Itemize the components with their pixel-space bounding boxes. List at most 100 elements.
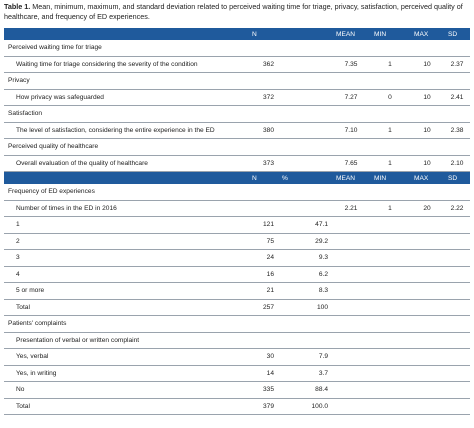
row-label: Yes, in writing (4, 365, 248, 382)
header-row-1: N MEAN MIN MAX SD (4, 28, 470, 40)
sd-cell: 2.41 (444, 89, 470, 106)
row-label: 4 (4, 266, 248, 283)
row-label: Overall evaluation of the quality of hea… (4, 155, 248, 172)
header-cell: MIN (370, 28, 410, 40)
table-row: 5 or more 21 8.3 (4, 282, 470, 300)
header-cell: MEAN (332, 171, 370, 184)
header-cell: N (248, 171, 278, 184)
min-cell: 1 (370, 155, 410, 172)
data-table: N MEAN MIN MAX SD Perceived waiting time… (4, 28, 470, 415)
min-cell: 1 (370, 200, 410, 217)
caption-label: Table 1. (4, 2, 31, 11)
pct-cell: 7.9 (278, 348, 332, 366)
table-row: Number of times in the ED in 2016 2.21 1… (4, 200, 470, 217)
min-cell: 0 (370, 89, 410, 106)
section-row: Frequency of ED experiences (4, 184, 470, 201)
pct-cell: 100.0 (278, 398, 332, 415)
n-cell: 75 (248, 233, 278, 250)
table-row: Waiting time for triage considering the … (4, 56, 470, 73)
table-row: Yes, verbal 30 7.9 (4, 348, 470, 366)
empty-cell (278, 89, 332, 106)
row-label: 5 or more (4, 282, 248, 300)
pct-cell: 100 (278, 299, 332, 316)
subsection-row: Presentation of verbal or written compla… (4, 332, 470, 349)
sd-cell: 2.10 (444, 155, 470, 172)
pct-cell: 8.3 (278, 282, 332, 300)
table-row: 1 121 47.1 (4, 216, 470, 234)
empty-cell (278, 122, 332, 139)
section-row: Satisfaction (4, 105, 470, 123)
header-cell (4, 171, 248, 184)
row-label: The level of satisfaction, considering t… (4, 122, 248, 139)
row-label: Waiting time for triage considering the … (4, 56, 248, 73)
n-cell: 380 (248, 122, 278, 139)
row-label: Total (4, 398, 248, 415)
section-row: Privacy (4, 72, 470, 90)
mean-cell: 7.27 (332, 89, 370, 106)
empty-cell (278, 200, 332, 217)
n-cell: 257 (248, 299, 278, 316)
n-cell: 121 (248, 216, 278, 234)
header-cell: % (278, 171, 332, 184)
n-cell: 372 (248, 89, 278, 106)
table-row: Overall evaluation of the quality of hea… (4, 155, 470, 172)
min-cell: 1 (370, 56, 410, 73)
pct-cell: 3.7 (278, 365, 332, 382)
row-label: No (4, 381, 248, 399)
max-cell: 10 (410, 56, 444, 73)
pct-cell: 6.2 (278, 266, 332, 283)
mean-cell: 2.21 (332, 200, 370, 217)
table-row: Total 257 100 (4, 299, 470, 316)
pct-cell: 29.2 (278, 233, 332, 250)
empty-cell (278, 155, 332, 172)
pct-cell: 9.3 (278, 249, 332, 267)
section-row: Perceived waiting time for triage (4, 40, 470, 57)
row-label: How privacy was safeguarded (4, 89, 248, 106)
row-label: Number of times in the ED in 2016 (4, 200, 248, 217)
row-label: 3 (4, 249, 248, 267)
header-cell (4, 28, 248, 40)
n-cell: 373 (248, 155, 278, 172)
n-cell: 362 (248, 56, 278, 73)
table-row: How privacy was safeguarded 372 7.27 0 1… (4, 89, 470, 106)
sd-cell: 2.22 (444, 200, 470, 217)
sd-cell: 2.38 (444, 122, 470, 139)
n-cell: 335 (248, 381, 278, 399)
empty-cell (248, 200, 278, 217)
header-cell: SD (444, 28, 470, 40)
table-row: Total 379 100.0 (4, 398, 470, 415)
max-cell: 10 (410, 155, 444, 172)
n-cell: 21 (248, 282, 278, 300)
n-cell: 379 (248, 398, 278, 415)
section-row: Patients' complaints (4, 315, 470, 333)
empty-cell (278, 56, 332, 73)
header-cell: MEAN (332, 28, 370, 40)
header-cell: N (248, 28, 278, 40)
header-cell: MAX (410, 171, 444, 184)
table-row: 4 16 6.2 (4, 266, 470, 283)
header-cell: MIN (370, 171, 410, 184)
row-label: Total (4, 299, 248, 316)
min-cell: 1 (370, 122, 410, 139)
max-cell: 10 (410, 122, 444, 139)
table-row: No 335 88.4 (4, 381, 470, 399)
row-label: 2 (4, 233, 248, 250)
pct-cell: 88.4 (278, 381, 332, 399)
row-label: 1 (4, 216, 248, 234)
n-cell: 14 (248, 365, 278, 382)
caption-text: Mean, minimum, maximum, and standard dev… (4, 2, 463, 21)
row-label: Yes, verbal (4, 348, 248, 366)
max-cell: 20 (410, 200, 444, 217)
sd-cell: 2.37 (444, 56, 470, 73)
mean-cell: 7.65 (332, 155, 370, 172)
n-cell: 16 (248, 266, 278, 283)
table-caption: Table 1. Mean, minimum, maximum, and sta… (4, 2, 470, 22)
header-cell (278, 28, 332, 40)
mean-cell: 7.35 (332, 56, 370, 73)
section-row: Perceived quality of healthcare (4, 138, 470, 156)
table-row: Yes, in writing 14 3.7 (4, 365, 470, 382)
header-cell: MAX (410, 28, 444, 40)
table-row: The level of satisfaction, considering t… (4, 122, 470, 139)
table-row: 2 75 29.2 (4, 233, 470, 250)
max-cell: 10 (410, 89, 444, 106)
